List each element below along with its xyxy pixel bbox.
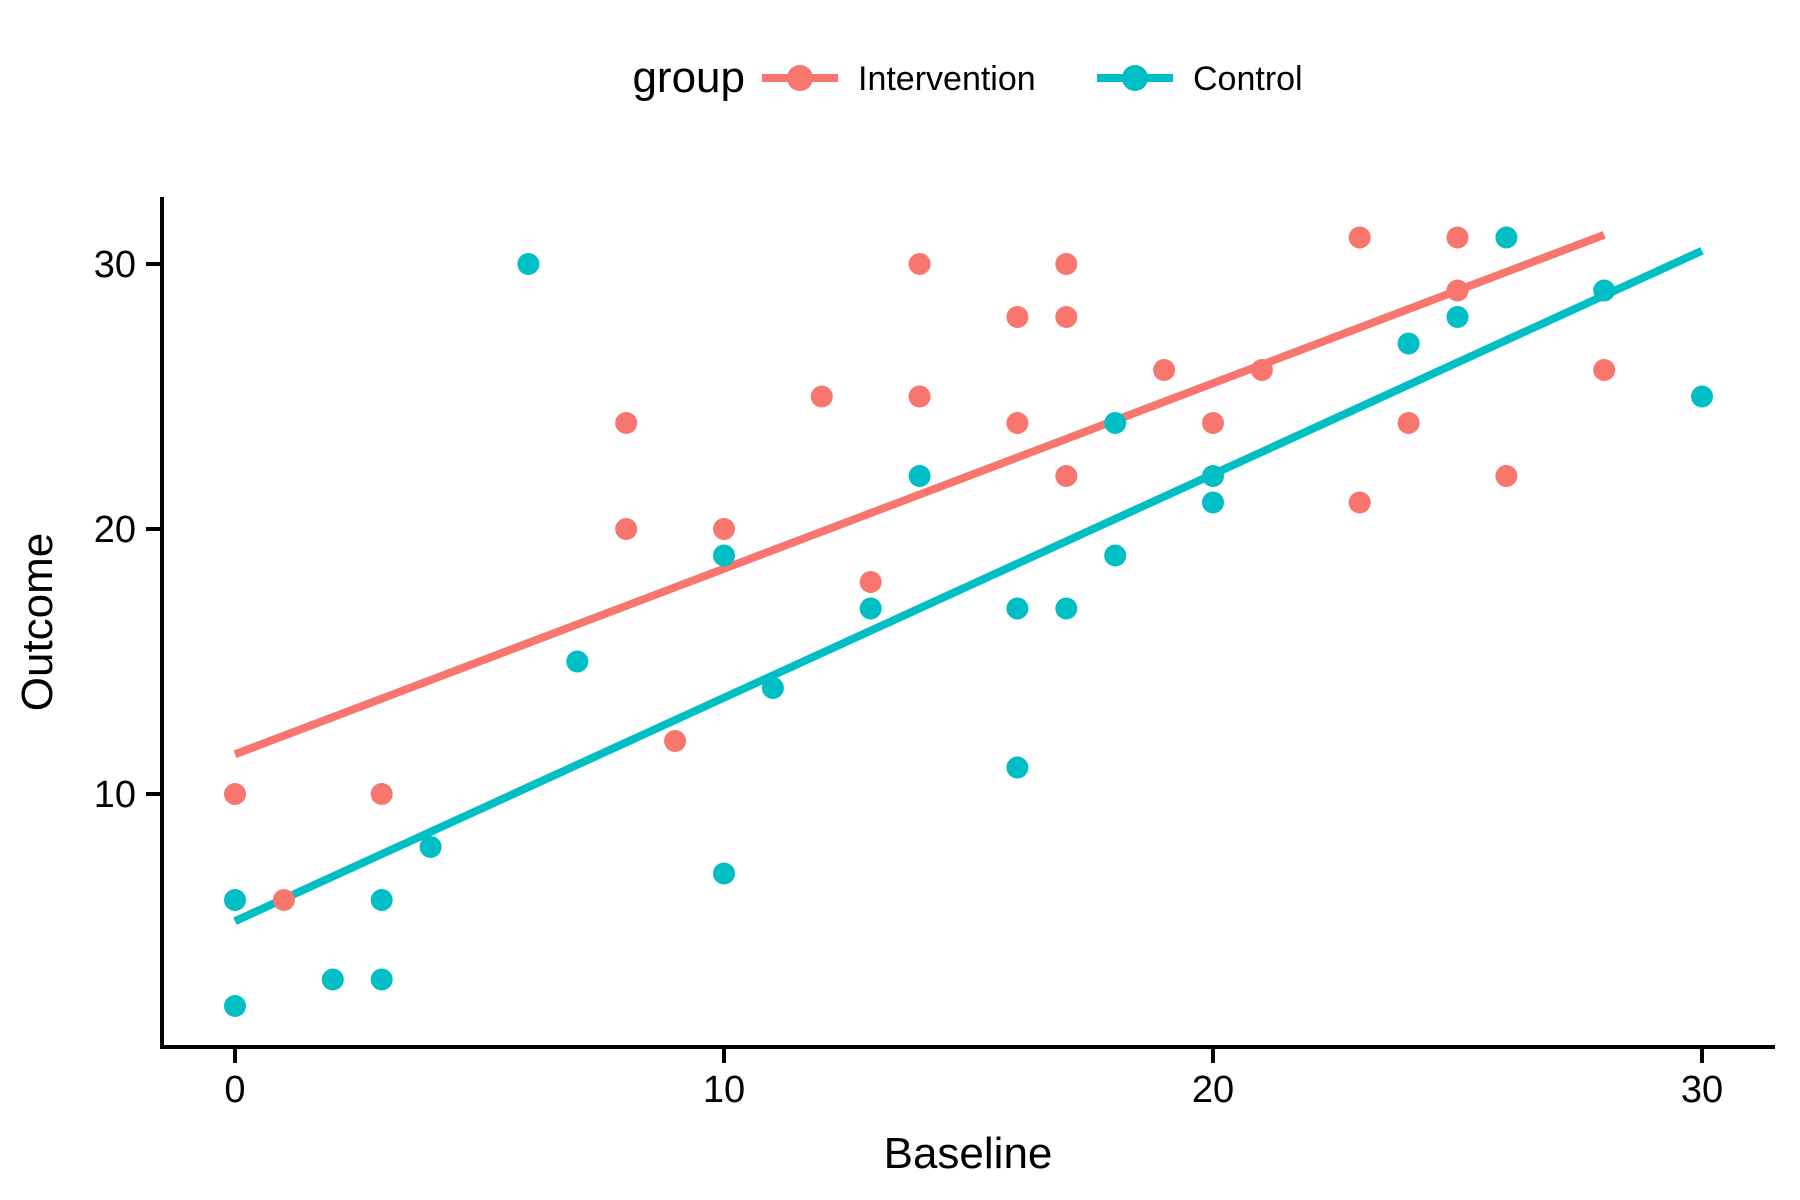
data-point-control bbox=[1055, 597, 1078, 620]
data-point-intervention bbox=[615, 518, 638, 540]
data-point-intervention bbox=[810, 385, 833, 408]
legend-key-point-intervention bbox=[787, 65, 813, 91]
data-point-control bbox=[859, 597, 882, 620]
data-point-control bbox=[370, 889, 393, 911]
x-tick-label: 0 bbox=[224, 1069, 245, 1111]
data-point-intervention bbox=[1153, 359, 1176, 381]
data-point-control bbox=[1593, 279, 1616, 302]
data-point-intervention bbox=[272, 889, 295, 911]
data-point-control bbox=[761, 677, 784, 699]
data-point-intervention bbox=[1348, 226, 1371, 249]
data-point-intervention bbox=[1055, 465, 1078, 487]
data-point-intervention bbox=[1446, 226, 1469, 249]
legend-label-intervention: Intervention bbox=[858, 60, 1036, 98]
data-point-intervention bbox=[224, 783, 246, 805]
data-point-control bbox=[517, 253, 540, 275]
legend-item-control[interactable]: Control bbox=[1097, 60, 1303, 98]
data-point-control bbox=[1202, 491, 1224, 514]
y-axis-title: Outcome bbox=[13, 533, 62, 712]
data-point-intervention bbox=[1250, 359, 1273, 381]
data-point-control bbox=[224, 995, 246, 1017]
data-point-control bbox=[1202, 465, 1224, 487]
data-point-intervention bbox=[1055, 253, 1078, 275]
data-point-intervention bbox=[1006, 412, 1029, 434]
data-point-intervention bbox=[1593, 359, 1616, 381]
x-tick-label: 30 bbox=[1681, 1069, 1723, 1111]
trend-line-intervention bbox=[233, 231, 1606, 758]
y-tick-label: 30 bbox=[94, 244, 136, 286]
data-point-control bbox=[321, 968, 344, 991]
data-point-intervention bbox=[1055, 306, 1078, 328]
data-point-control bbox=[1006, 597, 1029, 620]
data-point-intervention bbox=[908, 385, 931, 408]
legend-item-intervention[interactable]: Intervention bbox=[762, 60, 1036, 98]
data-point-control bbox=[370, 968, 393, 991]
x-tick-label: 20 bbox=[1192, 1069, 1234, 1111]
y-tick-label: 10 bbox=[94, 774, 136, 816]
data-point-control bbox=[908, 465, 931, 487]
x-axis-ticks: 0 10 20 30 bbox=[224, 1049, 1723, 1111]
data-point-control bbox=[566, 650, 589, 673]
legend-title: group bbox=[632, 53, 745, 102]
data-point-intervention bbox=[1495, 465, 1518, 487]
x-tick-label: 10 bbox=[703, 1069, 745, 1111]
data-point-intervention bbox=[1348, 491, 1371, 514]
data-point-control bbox=[1397, 332, 1420, 355]
data-point-control bbox=[1104, 544, 1127, 567]
legend-key-point-control bbox=[1122, 65, 1148, 91]
data-point-control bbox=[1104, 412, 1127, 434]
data-point-control bbox=[419, 836, 442, 858]
trend-line-control bbox=[233, 247, 1704, 925]
data-point-intervention bbox=[1006, 306, 1029, 328]
data-point-control bbox=[1006, 756, 1029, 779]
data-point-intervention bbox=[664, 730, 687, 752]
axes: 0 10 20 30 10 20 30 Baseline Outcome bbox=[13, 197, 1775, 1178]
data-point-intervention bbox=[370, 783, 393, 805]
legend: group Intervention Control bbox=[632, 53, 1302, 102]
legend-label-control: Control bbox=[1193, 60, 1303, 98]
data-point-control bbox=[1691, 385, 1713, 408]
data-point-intervention bbox=[713, 518, 735, 540]
data-point-control bbox=[224, 889, 246, 911]
data-point-intervention bbox=[859, 571, 882, 593]
data-points bbox=[224, 226, 1713, 1017]
y-tick-label: 20 bbox=[94, 509, 136, 551]
data-point-control bbox=[713, 862, 735, 885]
data-point-intervention bbox=[1397, 412, 1420, 434]
y-axis-ticks: 10 20 30 bbox=[94, 244, 160, 816]
data-point-intervention bbox=[1202, 412, 1224, 434]
trend-lines bbox=[233, 231, 1704, 925]
data-point-intervention bbox=[908, 253, 931, 275]
x-axis-title: Baseline bbox=[884, 1129, 1053, 1178]
data-point-intervention bbox=[1446, 279, 1469, 302]
data-point-control bbox=[1495, 226, 1518, 249]
data-point-control bbox=[1446, 306, 1469, 328]
data-point-control bbox=[713, 544, 735, 567]
data-point-intervention bbox=[615, 412, 638, 434]
